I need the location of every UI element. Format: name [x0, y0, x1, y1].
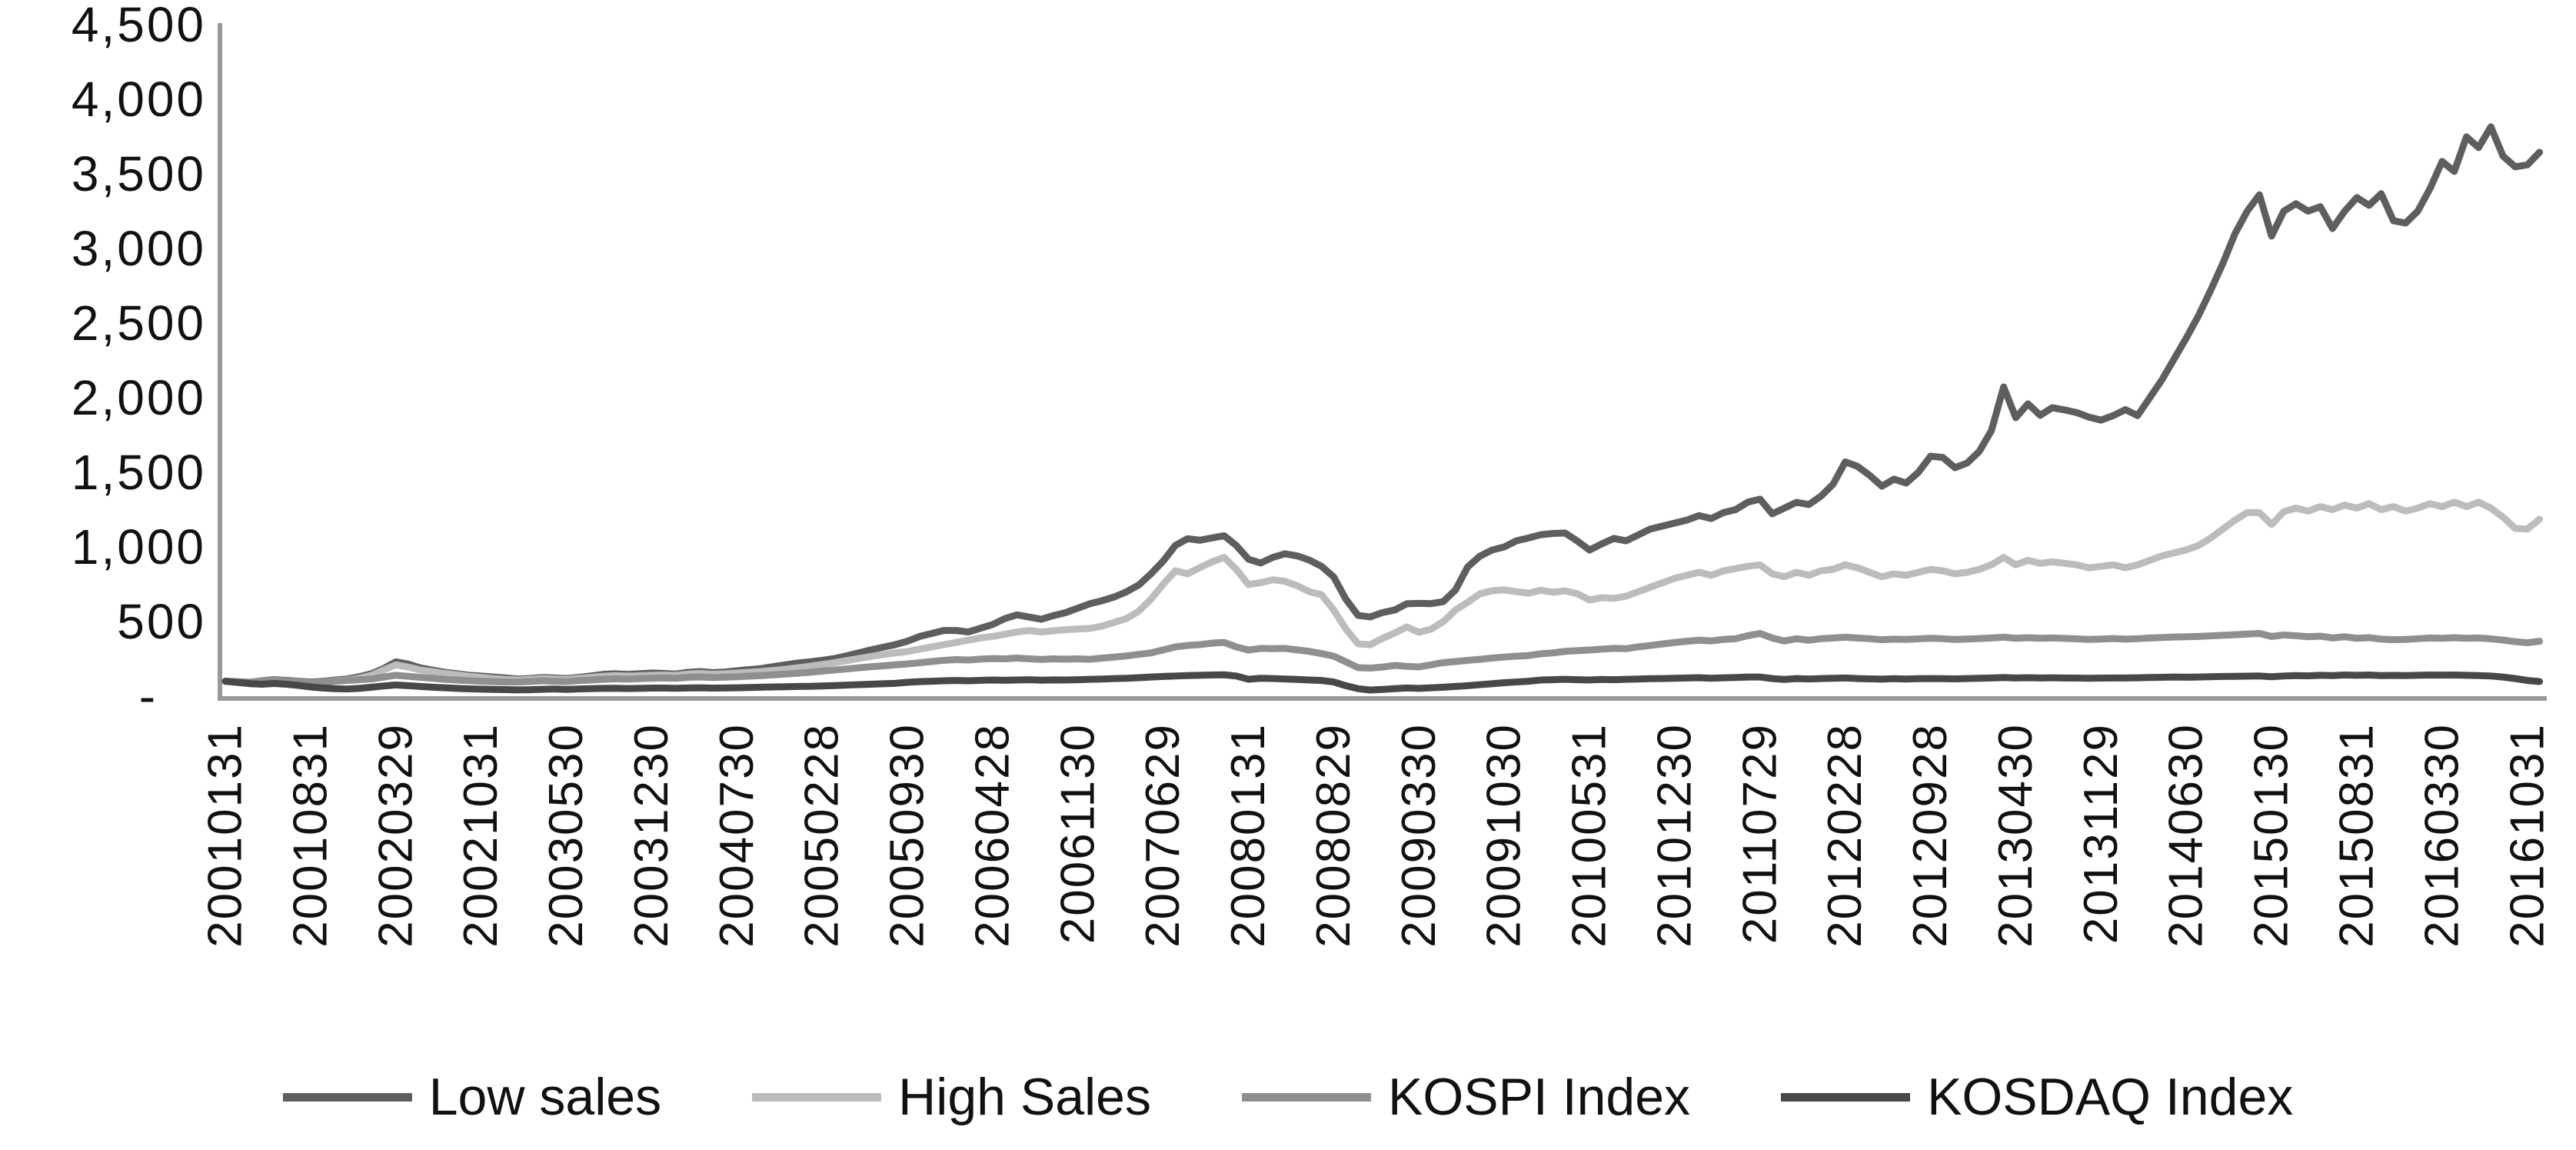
- x-tick-label: 20010831: [284, 723, 337, 948]
- y-tick-label: 4,500: [72, 0, 206, 52]
- x-tick-label: 20140630: [2160, 723, 2213, 948]
- x-tick-label: 20150831: [2331, 723, 2384, 948]
- chart-legend: Low sales High Sales KOSPI Index KOSDAQ …: [0, 1051, 2576, 1143]
- y-axis-tick-labels: 4,500 4,000 3,500 3,000 2,500 2,000 1,500 1,000…: [72, 0, 206, 724]
- x-tick-label: 20120928: [1904, 723, 1957, 948]
- x-tick-label: 20050930: [881, 723, 934, 948]
- x-tick-label: 20020329: [369, 723, 422, 948]
- y-tick-label: 2,000: [72, 370, 206, 425]
- legend-swatch-kosdaq-index: [1781, 1092, 1911, 1102]
- series-lines: [221, 123, 2544, 694]
- legend-item-kosdaq-index: KOSDAQ Index: [1781, 1067, 2293, 1127]
- x-tick-label: 20090330: [1393, 723, 1446, 948]
- y-tick-label: 500: [117, 594, 206, 649]
- legend-item-high-sales: High Sales: [752, 1067, 1151, 1127]
- legend-label-kospi-index: KOSPI Index: [1387, 1068, 1691, 1126]
- y-tick-label: 1,000: [72, 519, 206, 575]
- series-line-low-sales: [221, 123, 2544, 686]
- x-tick-label: 20091030: [1478, 723, 1531, 948]
- y-tick-label: -: [139, 668, 158, 724]
- y-tick-label: 4,000: [72, 72, 206, 127]
- y-tick-label: 3,500: [72, 146, 206, 202]
- x-tick-label: 20060428: [966, 723, 1019, 948]
- x-tick-label: 20031230: [625, 723, 678, 948]
- x-tick-label: 20131129: [2075, 723, 2128, 944]
- x-tick-label: 20080829: [1307, 723, 1360, 948]
- x-tick-label: 20010131: [199, 723, 252, 948]
- x-tick-label: 20040730: [711, 723, 764, 948]
- x-tick-label: 20061130: [1051, 723, 1104, 944]
- x-tick-label: 20161031: [2501, 723, 2554, 948]
- y-tick-label: 2,500: [72, 295, 206, 351]
- series-line-high-sales: [221, 498, 2544, 687]
- series-line-kospi-index: [221, 630, 2544, 686]
- x-tick-label: 20100531: [1563, 723, 1616, 948]
- x-tick-label: 20080131: [1222, 723, 1275, 948]
- legend-label-kosdaq-index: KOSDAQ Index: [1927, 1068, 2294, 1126]
- series-line-kosdaq-index: [221, 671, 2544, 694]
- x-tick-label: 20021031: [454, 723, 508, 948]
- legend-label-high-sales: High Sales: [898, 1068, 1151, 1126]
- x-tick-label: 20120228: [1819, 723, 1872, 948]
- legend-item-low-sales: Low sales: [282, 1067, 662, 1127]
- legend-label-low-sales: Low sales: [428, 1068, 662, 1126]
- legend-swatch-kospi-index: [1241, 1092, 1371, 1102]
- legend-swatch-high-sales: [752, 1092, 882, 1102]
- y-tick-label: 3,000: [72, 221, 206, 276]
- x-tick-label: 20101230: [1648, 723, 1701, 948]
- legend-swatch-low-sales: [282, 1092, 412, 1102]
- y-tick-label: 1,500: [72, 445, 206, 500]
- x-tick-label: 20070629: [1137, 723, 1190, 948]
- x-tick-label: 20030530: [540, 723, 593, 948]
- x-tick-label: 20160330: [2415, 723, 2468, 948]
- x-tick-label: 20050228: [796, 723, 849, 948]
- x-tick-label: 20130430: [1989, 723, 2042, 948]
- x-tick-label: 20110729: [1733, 723, 1786, 944]
- x-axis-tick-labels: 20010131 20010831 20020329 20021031 20030530…: [199, 723, 2554, 948]
- legend-item-kospi-index: KOSPI Index: [1241, 1067, 1691, 1127]
- x-tick-label: 20150130: [2245, 723, 2298, 948]
